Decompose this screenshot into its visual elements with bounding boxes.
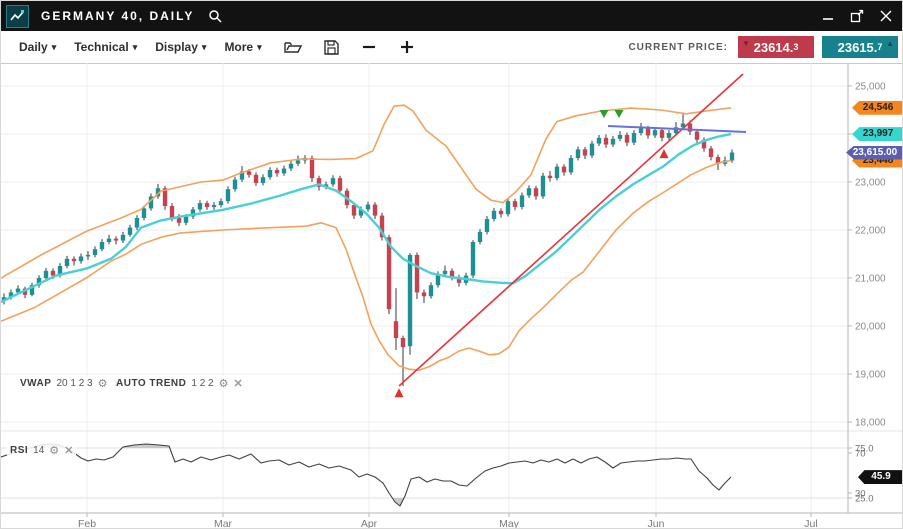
svg-text:Jul: Jul xyxy=(804,518,817,529)
chart-title: GERMANY 40, DAILY xyxy=(41,9,195,23)
rsi-label: RSI xyxy=(10,445,29,456)
buy-price-badge[interactable]: 23615. 7 ▲ xyxy=(822,36,898,58)
svg-text:21,000: 21,000 xyxy=(855,274,886,285)
rsi-indicator-chip: RSI 14 ⚙ ✕ xyxy=(7,443,77,458)
close-icon[interactable] xyxy=(878,8,894,24)
sell-price-badge[interactable]: ▼ 23614. 3 xyxy=(738,36,814,58)
menu-technical[interactable]: Technical ▾ xyxy=(74,40,138,54)
svg-text:18,000: 18,000 xyxy=(855,418,886,429)
svg-text:23,000: 23,000 xyxy=(855,178,886,189)
auto-trend-indicator-chip: AUTO TREND 1 2 2 ⚙ ✕ xyxy=(113,376,246,391)
gear-icon[interactable]: ⚙ xyxy=(218,378,229,390)
save-icon[interactable] xyxy=(323,39,339,55)
svg-text:20,000: 20,000 xyxy=(855,322,886,333)
svg-text:70: 70 xyxy=(855,449,866,460)
svg-text:19,000: 19,000 xyxy=(855,370,886,381)
close-icon[interactable]: ✕ xyxy=(64,445,74,457)
menu-daily[interactable]: Daily ▾ xyxy=(19,40,57,54)
svg-text:25.0: 25.0 xyxy=(855,494,874,505)
close-icon[interactable]: ✕ xyxy=(233,378,243,390)
svg-text:25,000: 25,000 xyxy=(855,82,886,93)
zoom-out-button[interactable] xyxy=(361,39,377,55)
toolbar: Daily ▾ Technical ▾ Display ▾ More ▾ CURRENT… xyxy=(1,31,902,64)
chevron-down-icon: ▾ xyxy=(257,41,262,52)
auto-trend-params: 1 2 2 xyxy=(191,378,214,389)
vwap-params: 20 1 2 3 xyxy=(56,378,93,389)
current-price-label: CURRENT PRICE: xyxy=(628,41,728,53)
vwap-label: VWAP xyxy=(20,378,52,389)
auto-trend-label: AUTO TREND xyxy=(116,378,187,389)
chevron-down-icon: ▾ xyxy=(51,41,57,52)
svg-text:22,000: 22,000 xyxy=(855,226,886,237)
search-icon[interactable] xyxy=(208,9,223,24)
gear-icon[interactable]: ⚙ xyxy=(97,378,108,390)
price-axis-badge: 23,615.00 xyxy=(846,145,902,160)
minimize-button[interactable] xyxy=(820,8,836,24)
chevron-down-icon: ▾ xyxy=(132,41,138,52)
chart-area[interactable]: 25,00024,00023,00022,00021,00020,00019,0… xyxy=(1,63,903,529)
price-axis-badge: 24,546 xyxy=(852,100,902,115)
svg-text:75.0: 75.0 xyxy=(855,444,874,455)
vwap-indicator-chip: VWAP 20 1 2 3 ⚙ ✕ xyxy=(17,376,125,391)
menu-display[interactable]: Display ▾ xyxy=(155,40,207,54)
rsi-value-badge: 45.9 xyxy=(858,470,902,485)
rsi-params: 14 xyxy=(33,445,45,456)
open-folder-icon[interactable] xyxy=(283,40,302,54)
zoom-in-button[interactable] xyxy=(399,39,415,55)
svg-text:Mar: Mar xyxy=(214,518,233,529)
arrow-down-icon: ▼ xyxy=(742,39,750,48)
svg-text:Apr: Apr xyxy=(361,518,378,529)
menu-more[interactable]: More ▾ xyxy=(224,40,262,54)
gear-icon[interactable]: ⚙ xyxy=(49,445,60,457)
svg-text:May: May xyxy=(499,518,520,529)
chevron-down-icon: ▾ xyxy=(201,41,207,52)
app-logo-icon xyxy=(6,4,29,28)
svg-text:Jun: Jun xyxy=(648,518,665,529)
price-axis-badge: 23,997 xyxy=(852,127,902,142)
svg-text:30: 30 xyxy=(855,489,866,500)
price-chart-canvas[interactable]: 25,00024,00023,00022,00021,00020,00019,0… xyxy=(1,63,903,529)
titlebar: GERMANY 40, DAILY xyxy=(1,1,902,31)
arrow-up-icon: ▲ xyxy=(886,39,894,48)
popout-button[interactable] xyxy=(849,8,865,24)
svg-text:Feb: Feb xyxy=(78,518,96,529)
